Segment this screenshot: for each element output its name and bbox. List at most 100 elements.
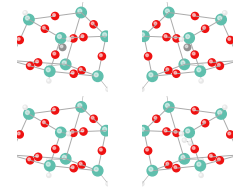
Circle shape xyxy=(154,22,157,25)
Circle shape xyxy=(71,130,74,133)
Circle shape xyxy=(70,129,77,136)
Circle shape xyxy=(17,38,20,40)
Circle shape xyxy=(181,61,185,65)
Circle shape xyxy=(227,131,234,138)
Circle shape xyxy=(154,116,157,119)
Circle shape xyxy=(7,152,11,155)
Circle shape xyxy=(174,166,177,169)
Circle shape xyxy=(52,51,59,58)
Circle shape xyxy=(100,54,102,57)
Circle shape xyxy=(16,131,23,138)
Circle shape xyxy=(26,157,34,164)
Circle shape xyxy=(165,104,169,107)
Circle shape xyxy=(153,115,160,122)
Circle shape xyxy=(78,161,85,168)
Circle shape xyxy=(182,138,186,142)
Circle shape xyxy=(179,59,190,70)
Circle shape xyxy=(66,132,71,136)
Circle shape xyxy=(56,127,66,138)
Circle shape xyxy=(71,71,74,74)
Circle shape xyxy=(24,12,25,13)
Circle shape xyxy=(36,60,38,63)
Circle shape xyxy=(189,142,191,143)
Circle shape xyxy=(165,9,169,13)
Circle shape xyxy=(52,12,59,20)
Circle shape xyxy=(123,31,127,36)
Circle shape xyxy=(78,9,82,13)
Circle shape xyxy=(200,159,202,160)
Circle shape xyxy=(184,44,191,51)
Circle shape xyxy=(195,66,205,76)
Circle shape xyxy=(146,148,148,151)
Circle shape xyxy=(191,12,198,20)
Circle shape xyxy=(199,173,203,177)
Circle shape xyxy=(218,158,220,161)
Circle shape xyxy=(26,111,30,115)
Circle shape xyxy=(53,147,56,149)
Circle shape xyxy=(197,68,201,72)
Circle shape xyxy=(62,61,66,65)
Circle shape xyxy=(24,109,34,119)
Circle shape xyxy=(234,150,245,160)
Circle shape xyxy=(179,132,184,136)
Circle shape xyxy=(191,51,198,58)
Circle shape xyxy=(106,182,110,186)
Circle shape xyxy=(210,154,212,157)
Circle shape xyxy=(174,130,177,133)
Circle shape xyxy=(60,154,71,164)
Circle shape xyxy=(58,129,62,133)
Circle shape xyxy=(91,116,94,119)
Circle shape xyxy=(78,104,82,107)
Circle shape xyxy=(66,37,71,41)
Circle shape xyxy=(101,31,111,41)
Circle shape xyxy=(44,160,55,171)
Circle shape xyxy=(184,127,194,138)
Circle shape xyxy=(28,64,30,66)
Circle shape xyxy=(173,70,180,77)
Circle shape xyxy=(184,33,194,43)
Circle shape xyxy=(139,31,149,41)
Circle shape xyxy=(28,158,30,161)
Circle shape xyxy=(144,53,152,60)
Circle shape xyxy=(227,36,234,44)
Circle shape xyxy=(70,35,77,42)
Circle shape xyxy=(234,55,245,66)
Circle shape xyxy=(197,162,201,166)
Circle shape xyxy=(81,129,84,132)
Circle shape xyxy=(216,14,226,25)
Circle shape xyxy=(67,132,69,134)
Circle shape xyxy=(67,38,69,40)
Circle shape xyxy=(140,127,144,131)
Circle shape xyxy=(236,57,240,61)
Circle shape xyxy=(53,14,56,16)
Circle shape xyxy=(218,64,220,66)
Circle shape xyxy=(192,14,195,16)
Circle shape xyxy=(200,80,201,81)
Circle shape xyxy=(174,36,177,39)
Circle shape xyxy=(44,66,55,76)
Circle shape xyxy=(70,165,77,172)
Circle shape xyxy=(163,33,170,41)
Circle shape xyxy=(173,35,180,42)
Circle shape xyxy=(191,146,198,153)
Circle shape xyxy=(216,62,224,70)
Circle shape xyxy=(56,33,66,43)
Circle shape xyxy=(186,35,190,39)
Circle shape xyxy=(140,33,144,37)
Circle shape xyxy=(26,62,34,70)
Circle shape xyxy=(91,22,94,25)
Circle shape xyxy=(100,148,102,151)
Circle shape xyxy=(16,36,23,44)
Circle shape xyxy=(192,147,195,149)
Circle shape xyxy=(200,174,201,176)
Circle shape xyxy=(48,174,49,176)
Circle shape xyxy=(103,33,106,37)
Circle shape xyxy=(53,108,56,111)
Circle shape xyxy=(146,54,148,57)
Circle shape xyxy=(82,86,86,90)
Circle shape xyxy=(153,21,160,28)
Circle shape xyxy=(62,155,66,159)
Circle shape xyxy=(186,129,190,133)
Circle shape xyxy=(60,45,63,48)
Circle shape xyxy=(147,71,158,81)
